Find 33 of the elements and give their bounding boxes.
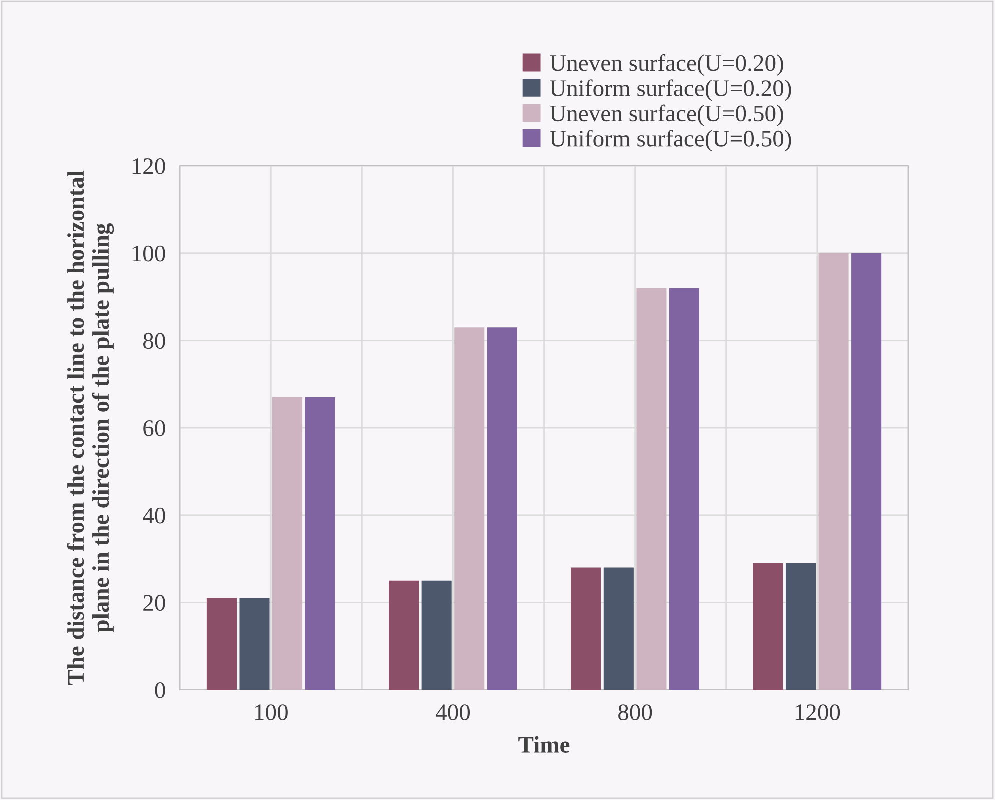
bar xyxy=(422,580,452,690)
bar xyxy=(669,288,700,690)
bar xyxy=(604,568,634,690)
y-tick-label: 20 xyxy=(144,595,166,612)
bar xyxy=(206,598,237,690)
bar xyxy=(852,253,882,690)
legend-label: Uniform surface(U=0.20) xyxy=(550,80,792,102)
legend-label: Uniform surface(U=0.50) xyxy=(550,130,792,152)
y-axis-title: The distance from the contact line to the horizontal plane in the direction of the plate pulling xyxy=(67,170,114,686)
x-tick-label: 800 xyxy=(618,704,652,721)
bar xyxy=(636,288,667,690)
y-tick-label: 0 xyxy=(155,682,166,698)
bar xyxy=(454,328,485,690)
y-tick-label: 120 xyxy=(132,158,166,174)
x-tick-label: 100 xyxy=(256,704,288,721)
bar xyxy=(753,563,784,690)
bar xyxy=(487,328,518,690)
legend-label: Uneven surface(U=0.20) xyxy=(550,54,784,76)
y-tick-label: 60 xyxy=(144,420,166,436)
bar xyxy=(571,568,602,690)
x-axis-title: Time xyxy=(518,736,570,754)
bar xyxy=(272,397,303,690)
bar xyxy=(240,598,270,690)
bar xyxy=(786,563,816,690)
y-tick-label: 80 xyxy=(143,333,166,350)
x-tick-label: 1200 xyxy=(796,704,840,721)
bar xyxy=(305,397,336,690)
x-tick-label: 400 xyxy=(436,704,470,721)
y-tick-label: 100 xyxy=(132,246,166,262)
y-tick-label: 40 xyxy=(143,508,166,524)
bar xyxy=(389,580,420,690)
bar xyxy=(818,253,849,690)
legend-label: Uneven surface(U=0.50) xyxy=(550,104,784,126)
